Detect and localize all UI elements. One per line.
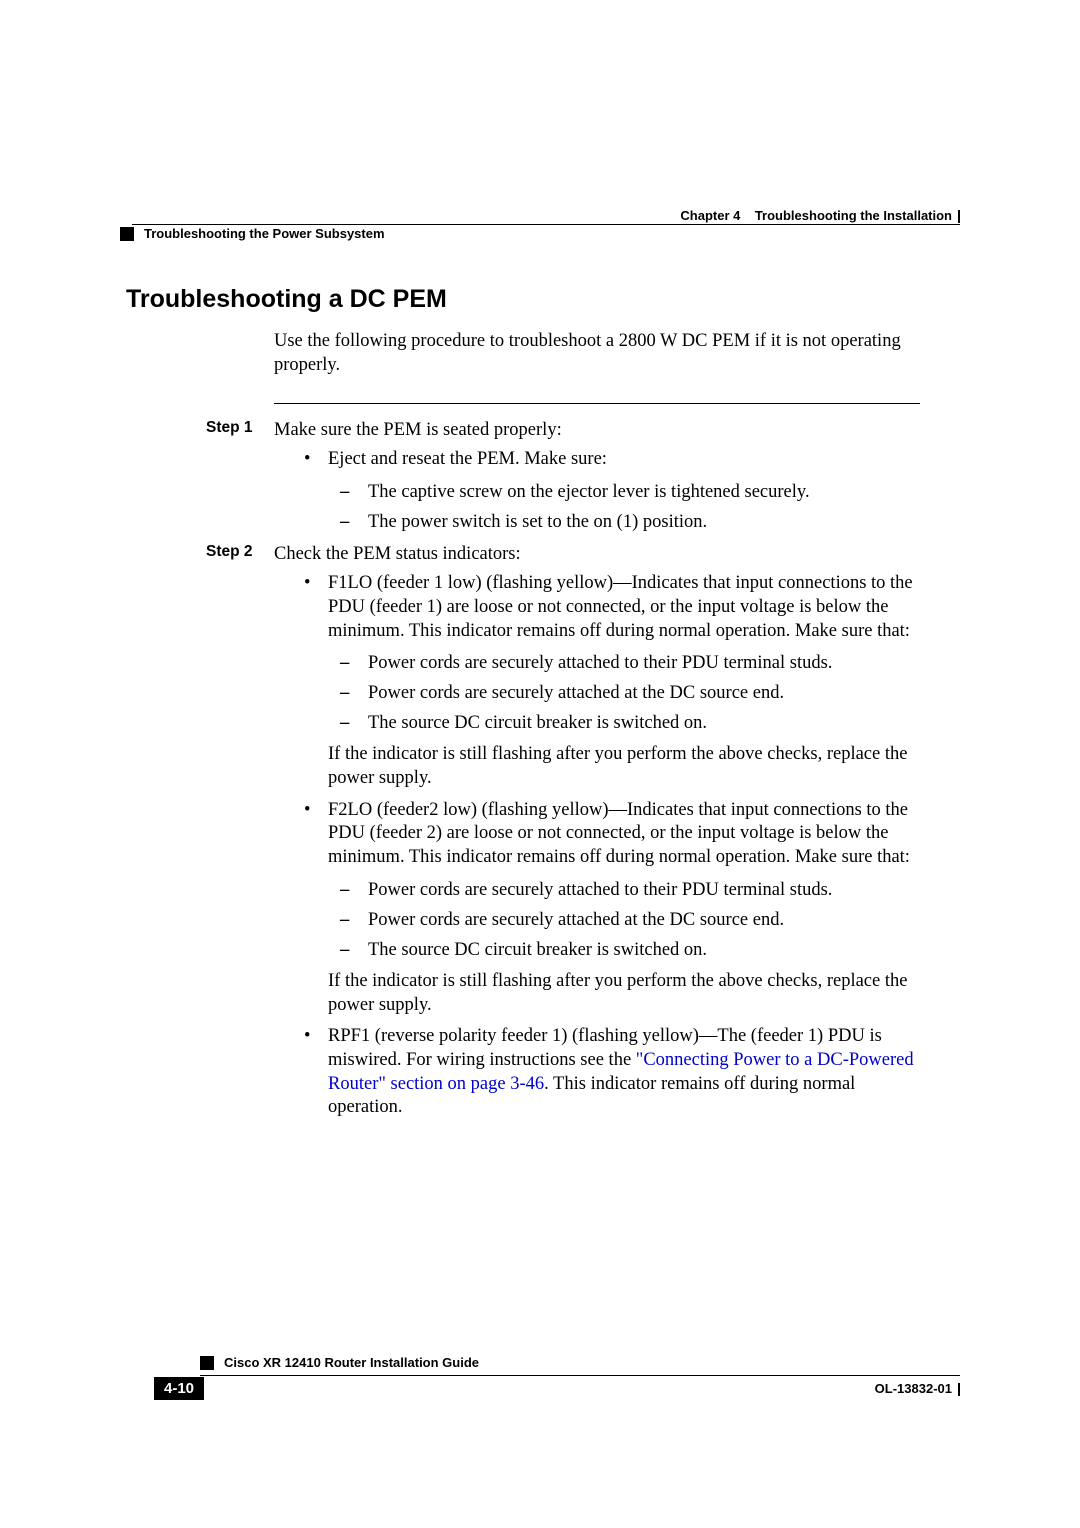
content-area: Troubleshooting a DC PEM Use the followi…: [126, 285, 960, 1128]
header-rule: [132, 224, 960, 225]
bullet-text: F2LO (feeder2 low) (flashing yellow)—Ind…: [328, 800, 910, 867]
running-header-left: Troubleshooting the Power Subsystem: [120, 226, 385, 241]
list-item: Power cords are securely attached at the…: [340, 908, 920, 932]
footer-guide-title: Cisco XR 12410 Router Installation Guide: [224, 1355, 479, 1370]
bullet-text: F1LO (feeder 1 low) (flashing yellow)—In…: [328, 573, 913, 640]
list-item: F1LO (feeder 1 low) (flashing yellow)—In…: [304, 572, 920, 791]
step-1-text: Make sure the PEM is seated properly:: [274, 418, 920, 442]
sub-list: Power cords are securely attached to the…: [328, 878, 920, 962]
footer-guide-title-row: Cisco XR 12410 Router Installation Guide: [200, 1355, 479, 1370]
list-item: Power cords are securely attached at the…: [340, 681, 920, 705]
list-item: Eject and reseat the PEM. Make sure: The…: [304, 448, 920, 534]
section-title: Troubleshooting a DC PEM: [126, 285, 960, 314]
square-bullet-icon: [200, 1356, 214, 1370]
list-item: The power switch is set to the on (1) po…: [340, 510, 920, 534]
list-item: The source DC circuit breaker is switche…: [340, 938, 920, 962]
step-1-label: Step 1: [206, 418, 274, 442]
list-item: Power cords are securely attached to the…: [340, 651, 920, 675]
footer-tick-icon: [958, 1383, 960, 1396]
page: Chapter 4 Troubleshooting the Installati…: [0, 0, 1080, 1528]
f1lo-after: If the indicator is still flashing after…: [328, 743, 920, 790]
step-1-bullets: Eject and reseat the PEM. Make sure: The…: [304, 448, 920, 534]
section-breadcrumb: Troubleshooting the Power Subsystem: [144, 226, 385, 241]
sub-list: The captive screw on the ejector lever i…: [328, 480, 920, 534]
list-item: The captive screw on the ejector lever i…: [340, 480, 920, 504]
list-item: The source DC circuit breaker is switche…: [340, 711, 920, 735]
doc-number: OL-13832-01: [875, 1381, 952, 1396]
square-bullet-icon: [120, 227, 134, 241]
step-2-label: Step 2: [206, 542, 274, 566]
chapter-label: Chapter 4: [680, 208, 740, 223]
f2lo-after: If the indicator is still flashing after…: [328, 970, 920, 1017]
list-item: F2LO (feeder2 low) (flashing yellow)—Ind…: [304, 799, 920, 1018]
header-tick-icon: [958, 210, 960, 223]
running-header-right: Chapter 4 Troubleshooting the Installati…: [680, 208, 960, 223]
list-item: RPF1 (reverse polarity feeder 1) (flashi…: [304, 1025, 920, 1120]
bullet-text: Eject and reseat the PEM. Make sure:: [328, 449, 607, 469]
chapter-title: Troubleshooting the Installation: [755, 208, 952, 223]
list-item: Power cords are securely attached to the…: [340, 878, 920, 902]
footer-doc-number: OL-13832-01: [875, 1381, 960, 1396]
footer-rule: [200, 1375, 960, 1376]
step-2-text: Check the PEM status indicators:: [274, 542, 920, 566]
intro-paragraph: Use the following procedure to troublesh…: [274, 330, 920, 377]
page-number: 4-10: [154, 1377, 204, 1400]
step-1-row: Step 1 Make sure the PEM is seated prope…: [206, 418, 920, 442]
step-2-bullets: F1LO (feeder 1 low) (flashing yellow)—In…: [304, 572, 920, 1120]
procedure-rule: [274, 403, 920, 404]
sub-list: Power cords are securely attached to the…: [328, 651, 920, 735]
step-2-row: Step 2 Check the PEM status indicators:: [206, 542, 920, 566]
